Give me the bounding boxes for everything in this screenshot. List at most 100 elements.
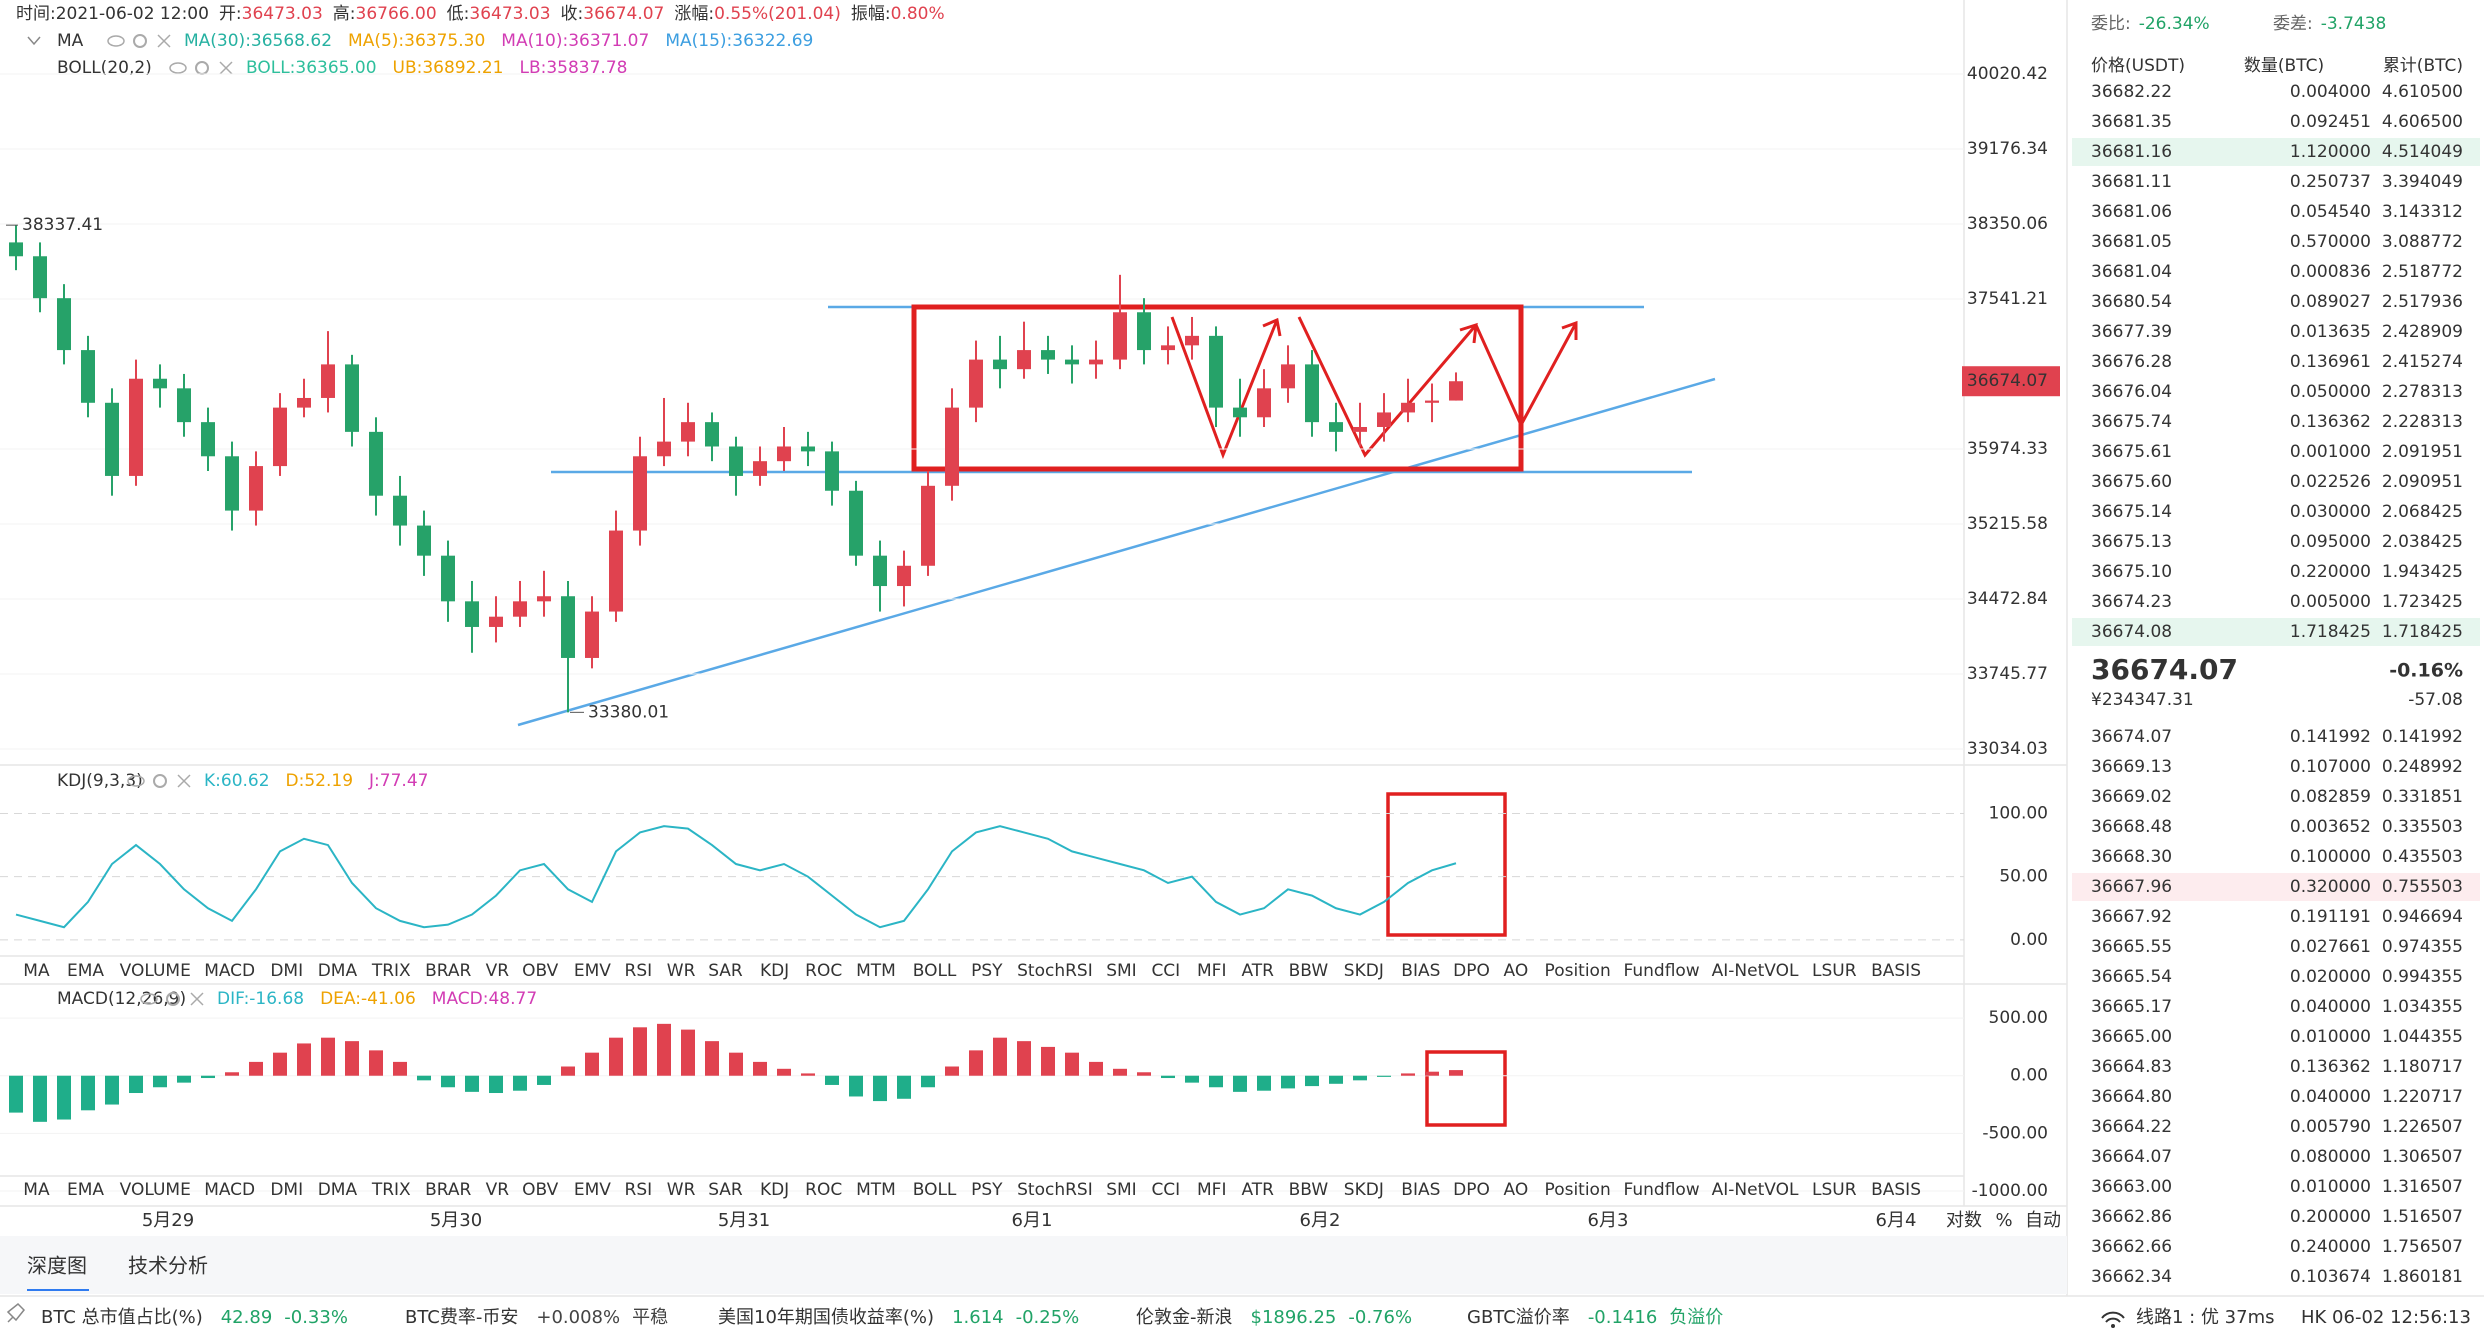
indicator-tab[interactable]: MFI xyxy=(1197,961,1226,981)
indicator-tab[interactable]: Position xyxy=(1545,1180,1611,1200)
indicator-tab[interactable]: ROC xyxy=(805,961,842,981)
order-price[interactable]: 36662.86 xyxy=(2091,1207,2172,1227)
indicator-tab[interactable]: StochRSI xyxy=(1017,961,1093,981)
order-price[interactable]: 36675.61 xyxy=(2091,442,2172,462)
indicator-tab[interactable]: AO xyxy=(1504,961,1529,981)
indicator-tab[interactable]: DPO xyxy=(1453,1180,1490,1200)
indicator-tab[interactable]: BASIS xyxy=(1871,1180,1921,1200)
indicator-tab[interactable]: LSUR xyxy=(1812,961,1857,981)
indicator-tab[interactable]: MFI xyxy=(1197,1180,1226,1200)
indicator-tab[interactable]: PSY xyxy=(971,961,1003,981)
indicator-tab[interactable]: BASIS xyxy=(1871,961,1921,981)
order-price[interactable]: 36681.35 xyxy=(2091,112,2172,132)
indicator-tab[interactable]: VOLUME xyxy=(120,1180,191,1200)
indicator-tab[interactable]: AI-NetVOL xyxy=(1712,1180,1799,1200)
indicator-tab[interactable]: KDJ xyxy=(760,1180,789,1200)
order-price[interactable]: 36662.66 xyxy=(2091,1237,2172,1257)
indicator-tab[interactable]: ATR xyxy=(1241,1180,1274,1200)
indicator-tab[interactable]: BIAS xyxy=(1401,961,1440,981)
order-price[interactable]: 36664.80 xyxy=(2091,1087,2172,1107)
view-tab[interactable]: 技术分析 xyxy=(128,1254,208,1278)
indicator-tab[interactable]: Fundflow xyxy=(1624,961,1700,981)
order-price[interactable]: 36675.14 xyxy=(2091,502,2172,522)
visibility-icon[interactable] xyxy=(127,775,145,787)
indicator-tab[interactable]: DMA xyxy=(318,1180,358,1200)
indicator-tab[interactable]: OBV xyxy=(522,1180,559,1200)
visibility-icon[interactable] xyxy=(140,993,158,1005)
order-price[interactable]: 36681.05 xyxy=(2091,232,2172,252)
indicator-tab[interactable]: SAR xyxy=(708,1180,743,1200)
indicator-tab[interactable]: RSI xyxy=(625,961,653,981)
indicator-tab[interactable]: BRAR xyxy=(425,961,471,981)
indicator-tab[interactable]: DMA xyxy=(318,961,358,981)
indicator-tab[interactable]: BBW xyxy=(1289,1180,1329,1200)
order-price[interactable]: 36664.07 xyxy=(2091,1147,2172,1167)
scale-option[interactable]: 对数 xyxy=(1946,1210,1982,1231)
indicator-tab[interactable]: DMI xyxy=(270,961,303,981)
indicator-tab[interactable]: VOLUME xyxy=(120,961,191,981)
indicator-tab[interactable]: Fundflow xyxy=(1624,1180,1700,1200)
order-price[interactable]: 36676.28 xyxy=(2091,352,2172,372)
indicator-tab[interactable]: BIAS xyxy=(1401,1180,1440,1200)
order-price[interactable]: 36674.23 xyxy=(2091,592,2172,612)
order-price[interactable]: 36662.34 xyxy=(2091,1267,2172,1287)
indicator-tab[interactable]: Position xyxy=(1545,961,1611,981)
order-price[interactable]: 36663.00 xyxy=(2091,1177,2172,1197)
indicator-tab[interactable]: CCI xyxy=(1151,961,1180,981)
order-price[interactable]: 36677.39 xyxy=(2091,322,2172,342)
order-price[interactable]: 36681.04 xyxy=(2091,262,2172,282)
visibility-icon[interactable] xyxy=(169,62,187,74)
close-icon[interactable] xyxy=(219,61,233,75)
indicator-tab[interactable]: EMV xyxy=(574,961,611,981)
indicator-tab[interactable]: RSI xyxy=(625,1180,653,1200)
indicator-tab[interactable]: TRIX xyxy=(371,1180,411,1200)
pin-icon[interactable] xyxy=(6,1302,26,1323)
settings-icon[interactable] xyxy=(166,992,180,1006)
indicator-tab[interactable]: MACD xyxy=(204,1180,255,1200)
indicator-tab[interactable]: EMA xyxy=(67,961,104,981)
order-price[interactable]: 36665.00 xyxy=(2091,1027,2172,1047)
order-price[interactable]: 36681.16 xyxy=(2091,142,2172,162)
indicator-tab[interactable]: MTM xyxy=(856,1180,896,1200)
indicator-tab[interactable]: EMA xyxy=(67,1180,104,1200)
indicator-tab[interactable]: BBW xyxy=(1289,961,1329,981)
indicator-tab[interactable]: SKDJ xyxy=(1344,1180,1384,1200)
order-price[interactable]: 36675.74 xyxy=(2091,412,2172,432)
order-price[interactable]: 36675.13 xyxy=(2091,532,2172,552)
order-price[interactable]: 36668.30 xyxy=(2091,847,2172,867)
indicator-tab[interactable]: SKDJ xyxy=(1344,961,1384,981)
indicator-tab[interactable]: TRIX xyxy=(371,961,411,981)
order-price[interactable]: 36669.02 xyxy=(2091,787,2172,807)
indicator-tab[interactable]: PSY xyxy=(971,1180,1003,1200)
indicator-tab[interactable]: WR xyxy=(667,1180,696,1200)
indicator-tab[interactable]: SMI xyxy=(1106,961,1136,981)
indicator-tab[interactable]: DPO xyxy=(1453,961,1490,981)
indicator-tab[interactable]: AI-NetVOL xyxy=(1712,961,1799,981)
indicator-tab[interactable]: SAR xyxy=(708,961,743,981)
close-icon[interactable] xyxy=(177,774,191,788)
indicator-tab[interactable]: VR xyxy=(486,961,510,981)
indicator-tab[interactable]: AO xyxy=(1504,1180,1529,1200)
order-price[interactable]: 36680.54 xyxy=(2091,292,2172,312)
indicator-tab[interactable]: MTM xyxy=(856,961,896,981)
indicator-tab[interactable]: ATR xyxy=(1241,961,1274,981)
indicator-tab[interactable]: StochRSI xyxy=(1017,1180,1093,1200)
settings-icon[interactable] xyxy=(133,34,147,48)
order-price[interactable]: 36675.60 xyxy=(2091,472,2172,492)
order-price[interactable]: 36665.17 xyxy=(2091,997,2172,1017)
indicator-tab[interactable]: EMV xyxy=(574,1180,611,1200)
indicator-tab[interactable]: LSUR xyxy=(1812,1180,1857,1200)
order-price[interactable]: 36669.13 xyxy=(2091,757,2172,777)
order-price[interactable]: 36667.92 xyxy=(2091,907,2172,927)
order-price[interactable]: 36674.08 xyxy=(2091,622,2172,642)
order-price[interactable]: 36675.10 xyxy=(2091,562,2172,582)
scale-option[interactable]: 自动 xyxy=(2025,1210,2061,1231)
indicator-tab[interactable]: DMI xyxy=(270,1180,303,1200)
indicator-tab[interactable]: CCI xyxy=(1151,1180,1180,1200)
order-price[interactable]: 36664.83 xyxy=(2091,1057,2172,1077)
indicator-tab[interactable]: MACD xyxy=(204,961,255,981)
view-tab[interactable]: 深度图 xyxy=(27,1254,87,1278)
order-price[interactable]: 36681.11 xyxy=(2091,172,2172,192)
order-price[interactable]: 36682.22 xyxy=(2091,82,2172,102)
order-price[interactable]: 36674.07 xyxy=(2091,727,2172,747)
